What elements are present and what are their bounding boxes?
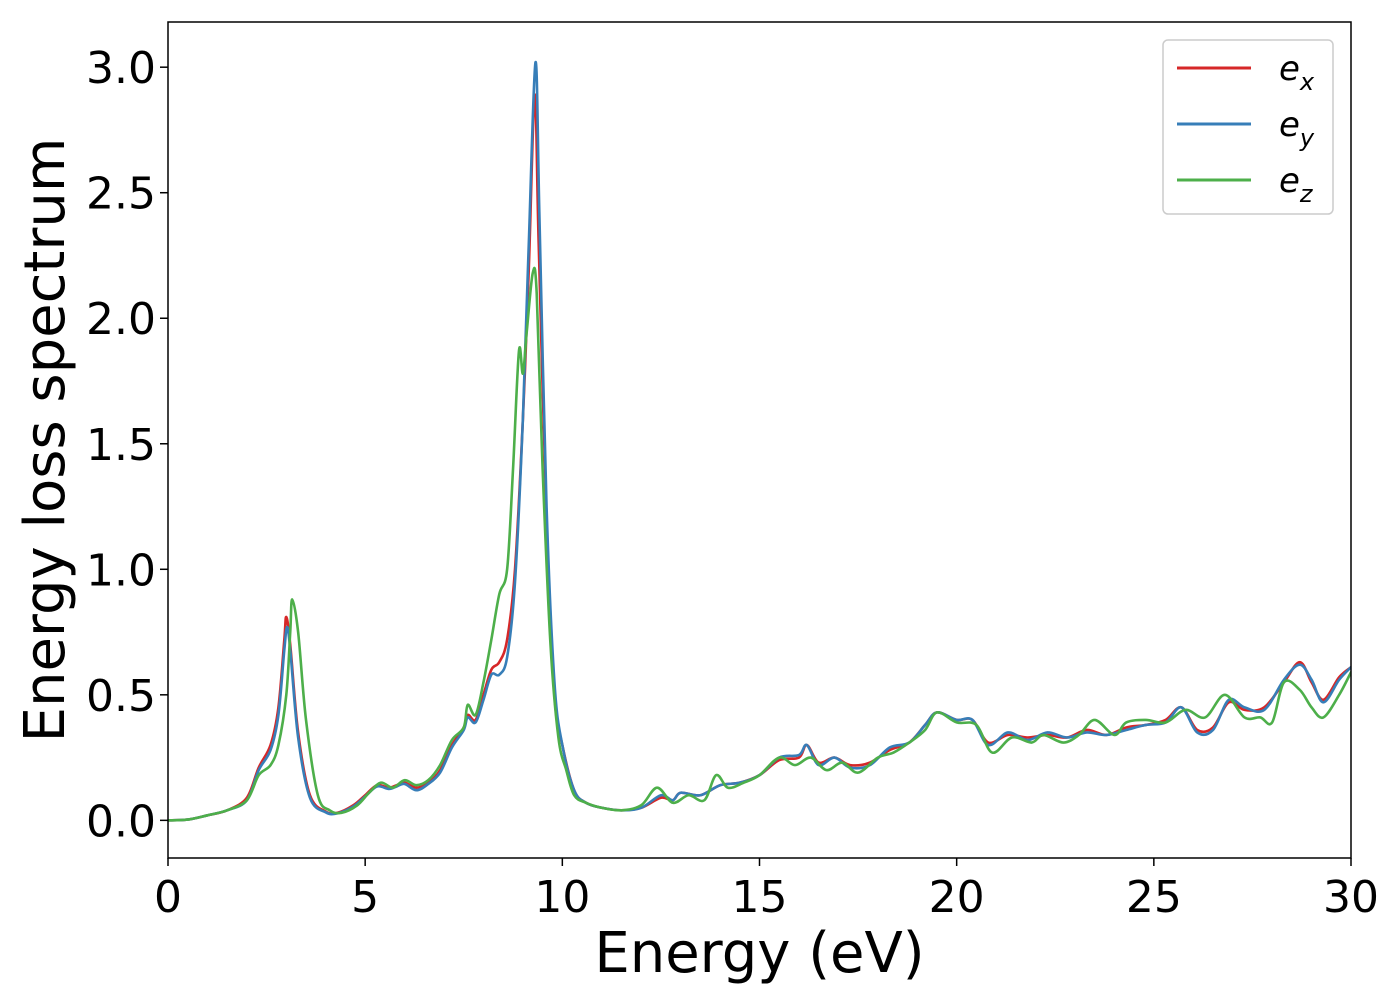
plot-lines <box>168 60 1351 822</box>
x-axis: 0 5 10 15 20 25 30 <box>154 858 1379 923</box>
legend-entry-e-y: ey <box>1177 105 1315 152</box>
legend-label: ez <box>1279 161 1314 208</box>
series-line-e-z <box>168 266 1351 822</box>
x-axis-label: Energy (eV) <box>594 921 924 986</box>
y-axis-label: Energy loss spectrum <box>13 138 78 743</box>
y-tick-label: 1.5 <box>86 420 156 471</box>
x-tick-label: 15 <box>732 872 788 923</box>
y-tick-label: 3.0 <box>86 43 156 94</box>
y-tick-label: 2.0 <box>86 294 156 345</box>
x-tick-label: 5 <box>351 872 379 923</box>
y-tick-label: 2.5 <box>86 169 156 220</box>
x-tick-label: 20 <box>929 872 985 923</box>
x-tick-label: 30 <box>1323 872 1379 923</box>
legend-box <box>1162 39 1334 215</box>
x-tick-label: 10 <box>534 872 590 923</box>
legend-label: ex <box>1279 49 1315 96</box>
y-tick-label: 0.5 <box>86 671 156 722</box>
y-axis: 0.0 0.5 1.0 1.5 2.0 2.5 3.0 <box>86 43 168 847</box>
legend-entry-e-x: ex <box>1177 49 1315 96</box>
x-tick-label: 25 <box>1126 872 1182 923</box>
legend: ex ey ez <box>1162 39 1334 215</box>
x-tick-label: 0 <box>154 872 182 923</box>
legend-label: ey <box>1279 105 1315 152</box>
legend-entry-e-z: ez <box>1177 161 1314 208</box>
y-tick-label: 1.0 <box>86 545 156 596</box>
y-tick-label: 0.0 <box>86 796 156 847</box>
